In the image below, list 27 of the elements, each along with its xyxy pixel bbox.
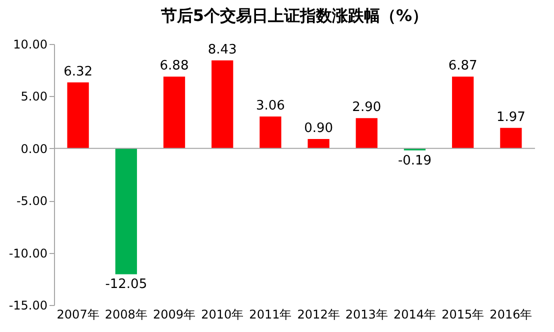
data-label: 6.87 [448, 58, 478, 74]
data-label: -12.05 [105, 277, 148, 292]
data-label: 6.88 [160, 58, 189, 74]
x-tick-label: 2015年 [442, 308, 484, 322]
data-label: 3.06 [256, 98, 285, 114]
data-label: 8.43 [208, 42, 237, 58]
data-label: -0.19 [398, 153, 432, 168]
x-tick-label: 2009年 [152, 308, 196, 322]
data-label: 6.32 [64, 64, 93, 80]
data-label: 0.90 [304, 121, 334, 136]
x-tick-label: 2016年 [490, 308, 532, 322]
x-tick-label: 2014年 [393, 308, 436, 322]
y-tick-label: -10.00 [8, 246, 48, 260]
data-label: 1.97 [496, 110, 526, 125]
x-tick-label: 2008年 [104, 308, 148, 322]
x-tick-label: 2007年 [56, 308, 100, 322]
y-tick-label: 0.00 [20, 142, 48, 156]
x-tick-label: 2011年 [249, 308, 292, 322]
y-tick-label: 5.00 [20, 90, 48, 104]
y-tick-label: 10.00 [13, 38, 48, 52]
y-tick-label: -5.00 [16, 194, 48, 208]
y-tick-label: -15.00 [8, 298, 48, 312]
x-tick-label: 2010年 [201, 308, 244, 322]
x-tick-label: 2013年 [345, 308, 388, 322]
x-tick-label: 2012年 [297, 308, 340, 322]
chart-title: 节后5个交易日上证指数涨跌幅（%） [160, 6, 428, 25]
data-label: 2.90 [352, 100, 382, 116]
